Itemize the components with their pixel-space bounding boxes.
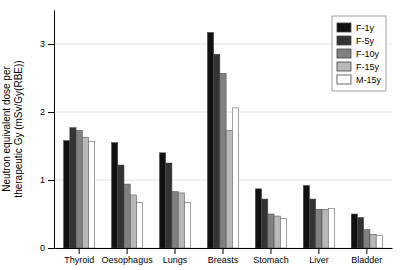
- x-tick: Breasts: [208, 248, 239, 265]
- bar: [82, 137, 88, 248]
- x-tick: Liver: [309, 248, 329, 265]
- legend: F-1y F-5y F-10y F-15y M-15y: [332, 16, 386, 91]
- x-tick-label: Oesophagus: [102, 255, 154, 265]
- x-tick-mark: [127, 248, 128, 254]
- bar: [184, 202, 190, 248]
- y-tick: 1: [40, 175, 54, 185]
- legend-swatch: [337, 49, 351, 58]
- x-tick-mark: [79, 248, 80, 254]
- y-tick: 2: [40, 107, 54, 117]
- y-tick-label: 2: [40, 107, 45, 117]
- bar: [220, 73, 226, 248]
- bar: [207, 32, 213, 248]
- x-tick-label: Lungs: [163, 255, 188, 265]
- y-axis-title: Neutron equivalent dose pertherapeutic G…: [1, 60, 24, 197]
- x-tick-mark: [366, 248, 367, 254]
- bar: [124, 184, 130, 248]
- y-axis: 0 1 2 3: [40, 11, 55, 254]
- bar: [268, 214, 274, 248]
- bar: [159, 153, 165, 248]
- bar: [178, 193, 184, 248]
- legend-item: F-15y: [337, 62, 380, 72]
- bar: [112, 143, 118, 248]
- x-tick: Thyroid: [64, 248, 94, 265]
- chart: Thyroid Oesophagus Lungs Breasts Stomach Live…: [0, 0, 400, 270]
- bar: [172, 192, 178, 248]
- bar: [226, 130, 232, 248]
- x-tick-label: Thyroid: [64, 255, 94, 265]
- y-tick-label: 0: [40, 243, 45, 253]
- x-tick: Lungs: [163, 248, 188, 265]
- legend-label: F-15y: [356, 62, 380, 72]
- bar: [118, 165, 124, 248]
- bar: [303, 185, 309, 248]
- legend-label: F-10y: [356, 49, 380, 59]
- bar-series: [82, 130, 376, 248]
- y-tick-mark: [48, 44, 54, 45]
- x-tick-label: Liver: [309, 255, 329, 265]
- y-tick-mark: [48, 248, 54, 249]
- legend-item: F-10y: [337, 49, 380, 59]
- legend-item: M-15y: [337, 75, 382, 85]
- bar: [328, 209, 334, 248]
- bar: [232, 108, 238, 248]
- bar: [310, 199, 316, 248]
- bar: [255, 189, 261, 248]
- bar: [322, 209, 328, 248]
- bar: [274, 216, 280, 248]
- bar: [214, 54, 220, 248]
- bar: [351, 214, 357, 248]
- legend-swatch: [337, 36, 351, 45]
- bar: [64, 141, 70, 248]
- y-tick-mark: [48, 180, 54, 181]
- bar-series: [64, 32, 358, 248]
- bar: [370, 234, 376, 248]
- x-tick-label: Bladder: [351, 255, 382, 265]
- x-tick-mark: [270, 248, 271, 254]
- y-axis-title-line: therapeutic Gy (mSv/Gy(RBE)): [13, 60, 24, 197]
- x-tick: Oesophagus: [102, 248, 154, 265]
- x-tick-mark: [175, 248, 176, 254]
- legend-label: F-1y: [356, 23, 375, 33]
- legend-item: F-1y: [337, 23, 375, 33]
- legend-label: F-5y: [356, 36, 375, 46]
- x-tick-mark: [318, 248, 319, 254]
- bar: [130, 195, 136, 248]
- y-tick: 0: [40, 243, 54, 253]
- bar: [89, 141, 95, 248]
- y-tick: 3: [40, 39, 54, 49]
- y-tick-label: 3: [40, 39, 45, 49]
- bar: [357, 217, 363, 248]
- x-tick: Bladder: [351, 248, 382, 265]
- bar: [136, 202, 142, 248]
- bar-series: [70, 54, 364, 248]
- bar: [76, 130, 82, 248]
- x-axis: Thyroid Oesophagus Lungs Breasts Stomach Live…: [55, 248, 393, 265]
- bar: [376, 236, 382, 248]
- y-axis-title-line: Neutron equivalent dose per: [1, 66, 12, 192]
- bar-series: [89, 108, 383, 248]
- plot: Thyroid Oesophagus Lungs Breasts Stomach Live…: [1, 11, 393, 266]
- bar: [70, 128, 76, 248]
- x-tick-label: Breasts: [208, 255, 239, 265]
- bar: [280, 219, 286, 248]
- bar: [262, 199, 268, 248]
- y-axis-line: [54, 11, 55, 249]
- legend-label: M-15y: [356, 75, 382, 85]
- legend-swatch: [337, 75, 351, 84]
- x-tick-mark: [223, 248, 224, 254]
- legend-swatch: [337, 23, 351, 32]
- legend-swatch: [337, 62, 351, 71]
- bar: [166, 163, 172, 248]
- y-tick-mark: [48, 112, 54, 113]
- bar: [316, 209, 322, 248]
- x-tick: Stomach: [253, 248, 289, 265]
- bar-series: [76, 73, 370, 248]
- legend-item: F-5y: [337, 36, 375, 46]
- y-tick-label: 1: [40, 175, 45, 185]
- x-tick-label: Stomach: [253, 255, 289, 265]
- bar: [364, 230, 370, 248]
- legend-box: [332, 16, 386, 91]
